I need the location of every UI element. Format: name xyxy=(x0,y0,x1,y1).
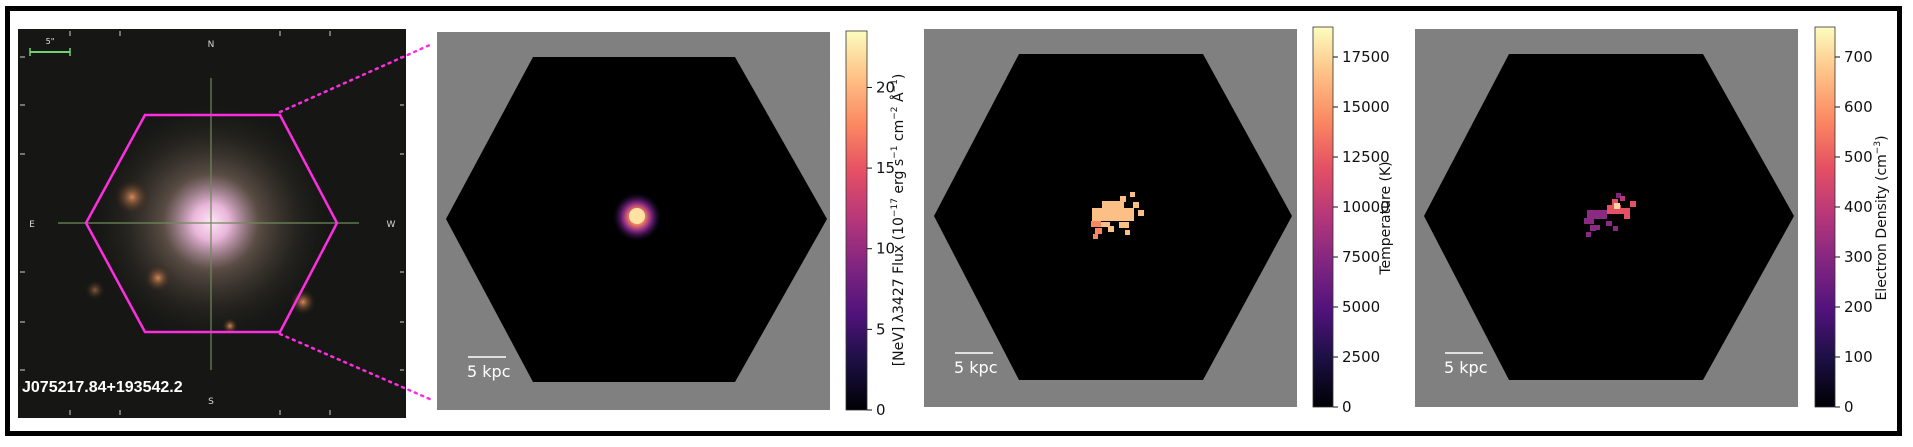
colorbar-tick-label: 0 xyxy=(1844,398,1854,416)
colorbar-tick-label: 0 xyxy=(1342,398,1352,416)
density-pixels xyxy=(1584,210,1618,237)
angular-scale-label: 5" xyxy=(46,37,55,46)
compass-west: W xyxy=(387,220,396,230)
physical-scale-label: 5 kpc xyxy=(1444,358,1487,377)
physical-scale-label: 5 kpc xyxy=(467,362,510,381)
zoom-connector-top xyxy=(278,42,434,114)
colorbar-tick-label: 0 xyxy=(876,401,886,419)
compass-south: S xyxy=(208,397,214,407)
companion-source xyxy=(144,264,172,292)
map-footprint xyxy=(1424,54,1794,380)
companion-source xyxy=(222,318,238,334)
colorbar-tick-label: 400 xyxy=(1844,198,1873,216)
colorbar-tick-label: 200 xyxy=(1844,298,1873,316)
temperature-pixels-warm xyxy=(1091,221,1102,239)
colorbar-tick-label: 15 xyxy=(876,159,895,177)
density-peak-pixel xyxy=(1614,203,1620,209)
ifu-footprint-hexagon xyxy=(84,113,339,334)
colorbar-tick-label: 500 xyxy=(1844,148,1873,166)
colorbar-tick-label: 15000 xyxy=(1342,98,1390,116)
electron-density-colorbar-label: Electron Density (cm−3) xyxy=(1873,135,1890,300)
zoom-connector-bottom xyxy=(278,332,434,402)
colorbar-tick-label: 20 xyxy=(876,78,895,96)
colorbar-tick-label: 10000 xyxy=(1342,198,1390,216)
nev-flux-colorbar-label: [NeV] λ3427 Flux (10−17 erg s−1 cm−2 Å−1… xyxy=(890,74,907,367)
colorbar-tick-label: 2500 xyxy=(1342,348,1380,366)
colorbar-tick-label: 10 xyxy=(876,240,895,258)
compass-north: N xyxy=(208,40,215,50)
electron-density-map: 5 kpc xyxy=(1415,29,1798,407)
colorbar-tick-label: 700 xyxy=(1844,48,1873,66)
colorbar-tick-label: 12500 xyxy=(1342,148,1390,166)
colorbar-tick-label: 600 xyxy=(1844,98,1873,116)
temperature-colorbar-label: Temperature (K) xyxy=(1378,161,1394,275)
colorbar-tick-label: 7500 xyxy=(1342,248,1380,266)
compass-ticks xyxy=(20,31,404,415)
colorbar-tick-label: 300 xyxy=(1844,248,1873,266)
compass-east: E xyxy=(29,220,35,230)
electron-density-colorbar: 0 100 200 300 400 500 600 700 xyxy=(1814,26,1873,416)
object-name: J075217.84+193542.2 xyxy=(22,379,183,396)
sdss-thumbnail: 5" N S E W J075217.84+193542.2 xyxy=(18,29,406,418)
nev-flux-map: 5 kpc xyxy=(437,32,830,410)
colorbar-tick-label: 100 xyxy=(1844,348,1873,366)
temperature-map: 5 kpc xyxy=(924,29,1297,407)
companion-source xyxy=(290,289,316,315)
colorbar-tick-label: 5000 xyxy=(1342,298,1380,316)
physical-scale-label: 5 kpc xyxy=(954,358,997,377)
temperature-colorbar: 0 2500 5000 7500 10000 12500 15000 17500 xyxy=(1312,26,1390,416)
companion-source xyxy=(85,280,105,300)
temperature-pixels xyxy=(1092,192,1144,235)
colorbar-tick-label: 17500 xyxy=(1342,48,1390,66)
colorbar-tick-label: 5 xyxy=(876,320,886,338)
nev-flux-colorbar: 0 5 10 15 20 xyxy=(845,30,895,419)
companion-source xyxy=(114,179,150,215)
nev-emission-peak xyxy=(629,208,645,224)
density-pixels-high xyxy=(1607,199,1636,219)
